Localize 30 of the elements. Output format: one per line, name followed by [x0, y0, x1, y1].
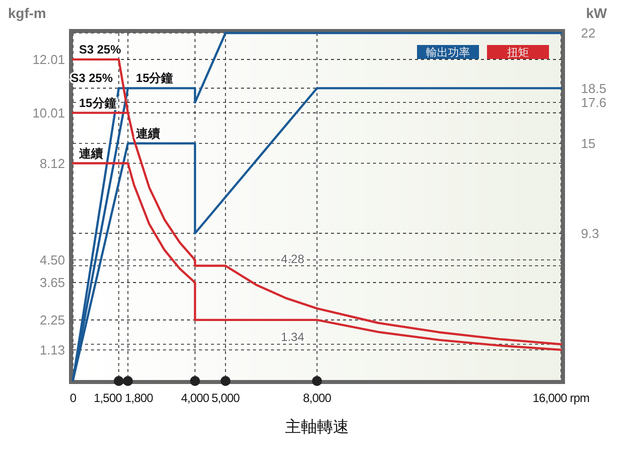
x-tick-label: 5,000	[211, 391, 240, 405]
y-tick-label: 2.25	[40, 312, 65, 328]
y2-tick-label: 15	[581, 136, 596, 151]
y-tick-label: 1.13	[40, 342, 65, 358]
annotation: 扭矩	[507, 47, 529, 59]
y-tick-label: 10.01	[32, 105, 65, 120]
y2-tick-label: 17.6	[581, 94, 606, 110]
ref-line-label: 4.28	[280, 252, 305, 266]
x-tick-label: 0	[70, 391, 77, 405]
y2-tick-label: 22	[581, 26, 596, 41]
ref-line-label: 1,800	[124, 391, 154, 405]
y2-tick-label: 18.5	[581, 80, 606, 96]
y2-tick-label: 9.3	[581, 226, 600, 241]
x-axis-title: 主軸轉速	[285, 418, 349, 436]
y-axis-title: kgf-m	[8, 5, 46, 21]
x-tick-label: 4,000	[180, 391, 210, 405]
y-tick-label: 4.50	[40, 252, 65, 268]
y-tick-label: 3.65	[40, 275, 65, 290]
y-tick-label: 8.12	[40, 156, 65, 171]
series-label: 連續	[78, 146, 103, 160]
y2-axis-title: kW	[586, 5, 608, 21]
x-tick-label: 8,000	[302, 391, 332, 405]
annotation: 輸出功率	[426, 46, 470, 59]
ref-line-label: 1.34	[280, 330, 305, 344]
series-label: 15分鐘	[136, 71, 174, 86]
series-label: 連續	[134, 126, 160, 140]
x-tick-label: 16,000 rpm	[532, 391, 590, 405]
legend-label: 1,500	[94, 391, 122, 405]
y-tick-label: 12.01	[32, 52, 65, 67]
series-label: S3 25%	[79, 42, 122, 56]
